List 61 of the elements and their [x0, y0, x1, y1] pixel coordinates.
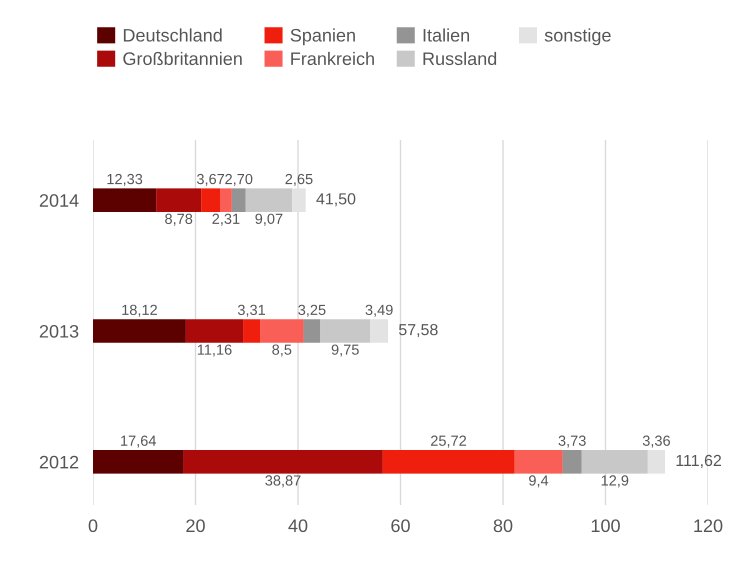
x-tick-label: 120 — [694, 519, 722, 532]
x-tick-label: 60 — [391, 519, 410, 532]
total-label: 57,58 — [398, 324, 438, 338]
bar — [186, 319, 244, 343]
bar — [582, 450, 648, 474]
data-label: 8,78 — [165, 214, 192, 226]
data-label: 3,31 — [238, 304, 266, 317]
data-label: 25,72 — [431, 436, 466, 448]
x-tick-label: 0 — [88, 519, 98, 532]
bar — [370, 319, 388, 343]
legend-label: sonstige — [544, 28, 611, 46]
data-label: 12,33 — [107, 174, 142, 186]
data-label: 3,49 — [366, 304, 393, 317]
bar — [562, 450, 582, 474]
bar — [156, 188, 202, 212]
data-label: 11,16 — [198, 344, 232, 357]
data-label: 18,12 — [122, 304, 157, 317]
data-label: 2,70 — [225, 174, 252, 186]
data-label: 3,36 — [642, 436, 670, 448]
bar — [183, 450, 383, 474]
x-tick-label: 100 — [592, 519, 620, 532]
data-label: 3,25 — [298, 304, 326, 317]
data-label: 17,64 — [121, 436, 156, 448]
data-label: 2,65 — [285, 174, 313, 186]
bar — [382, 450, 514, 474]
bar — [93, 188, 156, 212]
bar — [514, 450, 563, 474]
y-tick-label: 2012 — [40, 456, 78, 469]
data-label: 3,73 — [558, 436, 586, 448]
data-label: 12,9 — [602, 475, 628, 488]
y-tick-label: 2014 — [40, 194, 79, 207]
y-tick-label: 2013 — [40, 324, 78, 338]
x-tick-label: 80 — [494, 519, 512, 532]
total-label: 41,50 — [316, 193, 356, 206]
bar — [220, 188, 232, 212]
bar — [93, 450, 184, 474]
data-label: 38,87 — [265, 475, 301, 488]
data-label: 8,5 — [272, 344, 292, 357]
data-label: 2,31 — [212, 214, 240, 226]
data-label: 9,75 — [332, 344, 359, 357]
bar — [93, 319, 186, 343]
legend-label: Frankreich — [291, 52, 374, 66]
bar — [648, 450, 666, 474]
bar — [243, 319, 260, 343]
legend-label: Russland — [423, 52, 496, 66]
data-label: 9,07 — [255, 214, 282, 226]
bar — [246, 188, 292, 212]
bar — [304, 319, 320, 343]
x-tick-label: 40 — [288, 519, 308, 532]
legend-label: Deutschland — [124, 28, 222, 42]
bar — [320, 319, 370, 343]
x-tick-label: 20 — [186, 519, 205, 532]
legend-label: Italien — [424, 28, 470, 42]
bar — [201, 188, 220, 212]
data-label: 3,67 — [196, 174, 224, 186]
bar — [232, 188, 246, 212]
data-label: 9,4 — [529, 475, 548, 488]
total-label: 111,62 — [676, 454, 721, 468]
legend-label: Großbritannien — [123, 52, 242, 66]
bar — [260, 319, 304, 343]
legend-label: Spanien — [290, 28, 355, 46]
